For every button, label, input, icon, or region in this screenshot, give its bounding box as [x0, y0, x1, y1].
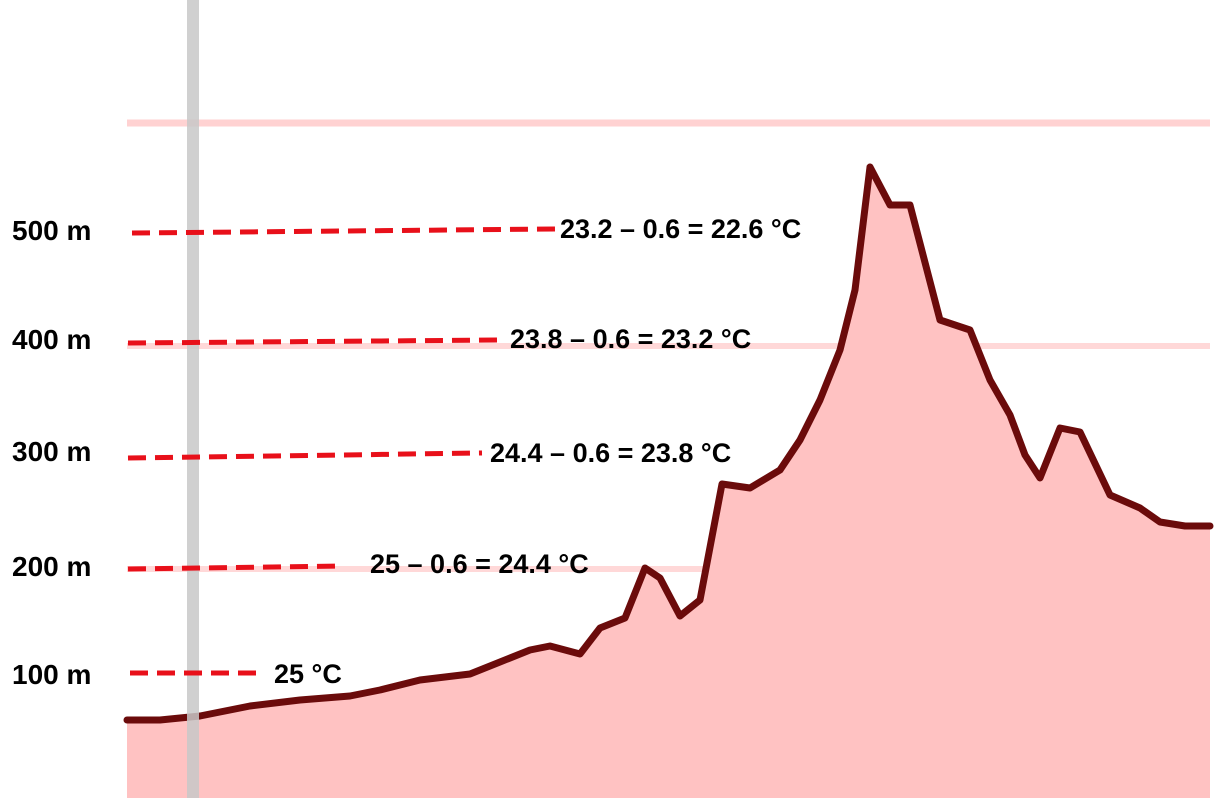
dashed-guide-300m	[127, 450, 483, 461]
temperature-calc-500m: 23.2 – 0.6 = 22.6 °C	[560, 214, 802, 244]
dashed-guide-500m	[131, 226, 556, 236]
altitude-label-200m: 200 m	[12, 551, 92, 582]
dashed-guide-200m	[127, 563, 341, 572]
terrain-profile-fill	[127, 167, 1210, 798]
position-marker-bar	[187, 0, 199, 798]
altitude-label-400m: 400 m	[12, 324, 92, 355]
dashed-guide-400m	[127, 337, 501, 346]
altitude-label-500m: 500 m	[12, 215, 92, 246]
altitude-label-300m: 300 m	[12, 436, 92, 467]
temperature-calc-200m: 25 – 0.6 = 24.4 °C	[370, 549, 589, 579]
temperature-calc-300m: 24.4 – 0.6 = 23.8 °C	[490, 438, 732, 468]
temperature-calc-100m: 25 °C	[274, 659, 342, 689]
altitude-label-100m: 100 m	[12, 659, 92, 690]
temperature-calc-400m: 23.8 – 0.6 = 23.2 °C	[510, 324, 752, 354]
terrain-profile-line	[123, 163, 1214, 724]
